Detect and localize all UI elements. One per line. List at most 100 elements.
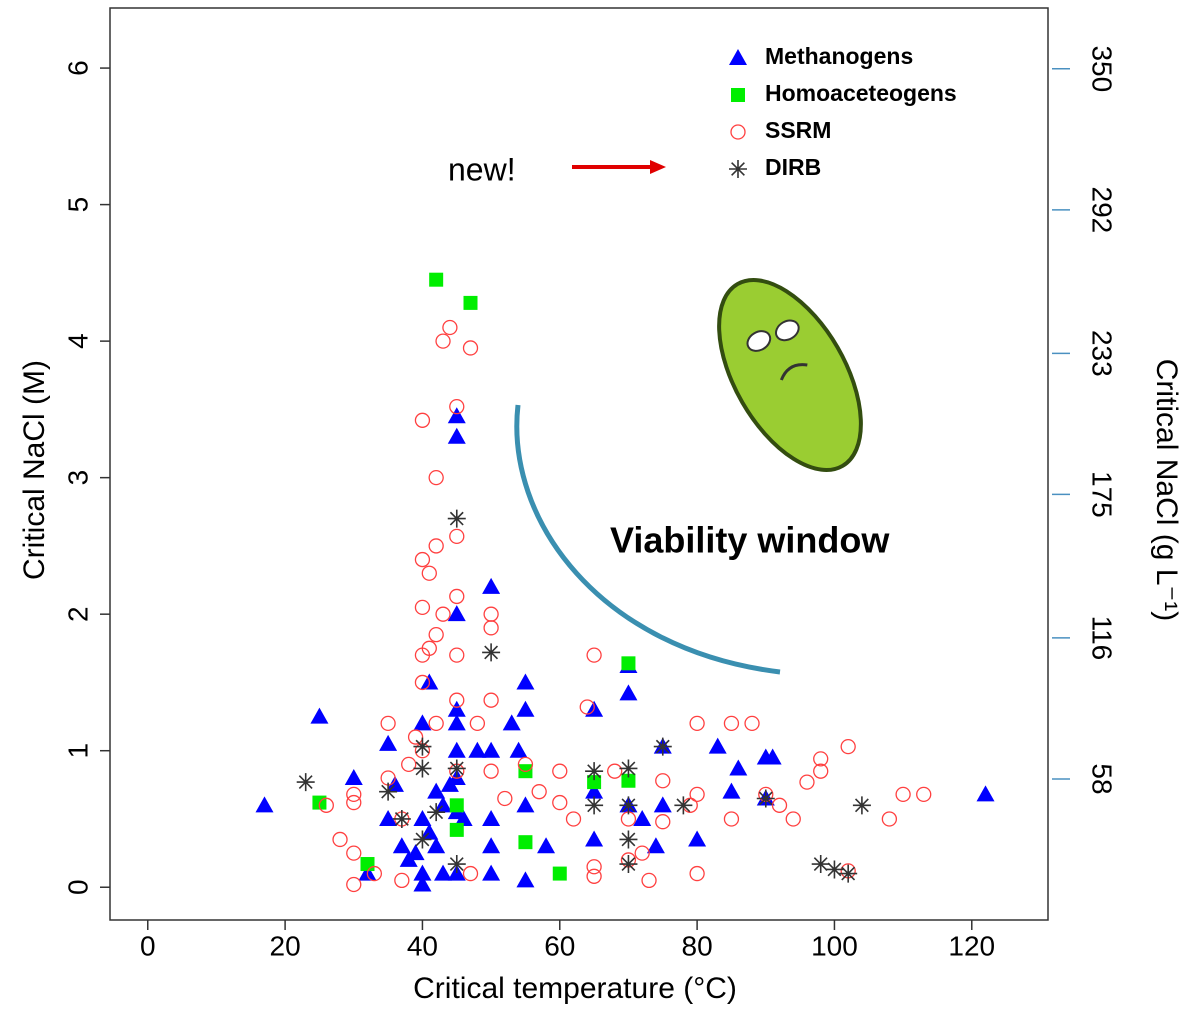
point [414, 551, 431, 568]
point [447, 427, 466, 444]
point [468, 741, 487, 758]
point [516, 871, 535, 888]
point [428, 538, 444, 554]
point [435, 606, 451, 622]
point [407, 729, 424, 745]
point [689, 865, 705, 882]
point [586, 859, 602, 875]
bacterium [717, 278, 863, 472]
point [621, 773, 636, 788]
point [447, 759, 466, 778]
point [516, 673, 535, 690]
point [449, 647, 465, 663]
point [916, 786, 932, 803]
point [811, 855, 830, 874]
x-tick-label: 100 [811, 930, 858, 961]
legend-marker [729, 160, 747, 178]
point [516, 796, 535, 813]
point [634, 845, 650, 861]
point [413, 809, 432, 826]
point [619, 796, 638, 815]
bacterium-body [717, 278, 863, 472]
point [449, 399, 465, 415]
y-tick-label: 4 [62, 333, 93, 349]
point [502, 714, 521, 731]
point [722, 782, 741, 799]
mouth [779, 363, 808, 381]
point [413, 875, 432, 892]
point [463, 295, 478, 310]
point [813, 763, 829, 779]
point [394, 872, 410, 889]
point [723, 811, 740, 827]
point [552, 866, 567, 881]
point [619, 855, 638, 874]
point [447, 605, 466, 622]
legend-marker [729, 49, 747, 65]
point [840, 738, 856, 755]
point [255, 796, 274, 813]
y2-tick-label: 350 [1087, 45, 1118, 92]
point [427, 803, 446, 822]
point [413, 737, 432, 756]
y-tick-label: 1 [62, 743, 93, 759]
point [413, 714, 432, 731]
point [442, 319, 458, 336]
point [688, 830, 707, 847]
point [414, 599, 431, 616]
annotation: new! [448, 151, 516, 187]
point [413, 864, 432, 881]
point [674, 796, 693, 815]
arrow-head [650, 160, 666, 174]
point [414, 674, 431, 691]
point [537, 837, 556, 854]
y-tick-label: 3 [62, 470, 93, 486]
point [633, 809, 652, 826]
point [434, 864, 453, 881]
point [516, 700, 535, 717]
point [585, 796, 604, 815]
point [310, 707, 329, 724]
point [579, 699, 595, 715]
point [379, 734, 398, 751]
point [462, 865, 479, 882]
point [469, 715, 486, 732]
point [462, 340, 479, 356]
y2-tick-label: 58 [1087, 763, 1118, 794]
y2-axis-title: Critical NaCl (g L⁻¹) [1150, 359, 1183, 622]
x-tick-label: 40 [407, 930, 438, 961]
point [482, 837, 501, 854]
point [619, 684, 638, 701]
point [427, 782, 446, 799]
point [392, 809, 411, 828]
x-tick-label: 60 [544, 930, 575, 961]
y2-tick-label: 233 [1087, 330, 1118, 377]
point [429, 272, 444, 287]
point [483, 606, 499, 622]
legend-marker [730, 124, 746, 140]
point [406, 844, 425, 861]
point [607, 763, 623, 779]
point [587, 775, 602, 790]
point [449, 798, 464, 813]
point [895, 786, 911, 803]
point [619, 830, 638, 849]
point [449, 822, 464, 837]
point [653, 737, 672, 756]
point [565, 811, 582, 827]
point [763, 748, 782, 765]
point [413, 830, 432, 849]
y2-tick-label: 292 [1087, 186, 1118, 233]
point [621, 656, 636, 671]
legend-marker [731, 88, 745, 102]
point [428, 627, 444, 643]
y-tick-label: 2 [62, 606, 93, 622]
point [482, 577, 501, 594]
point [641, 872, 657, 889]
point [414, 412, 431, 428]
point [646, 837, 665, 854]
point [655, 773, 671, 789]
x-tick-label: 120 [948, 930, 995, 961]
legend-label: DIRB [765, 154, 821, 180]
point [586, 868, 602, 884]
